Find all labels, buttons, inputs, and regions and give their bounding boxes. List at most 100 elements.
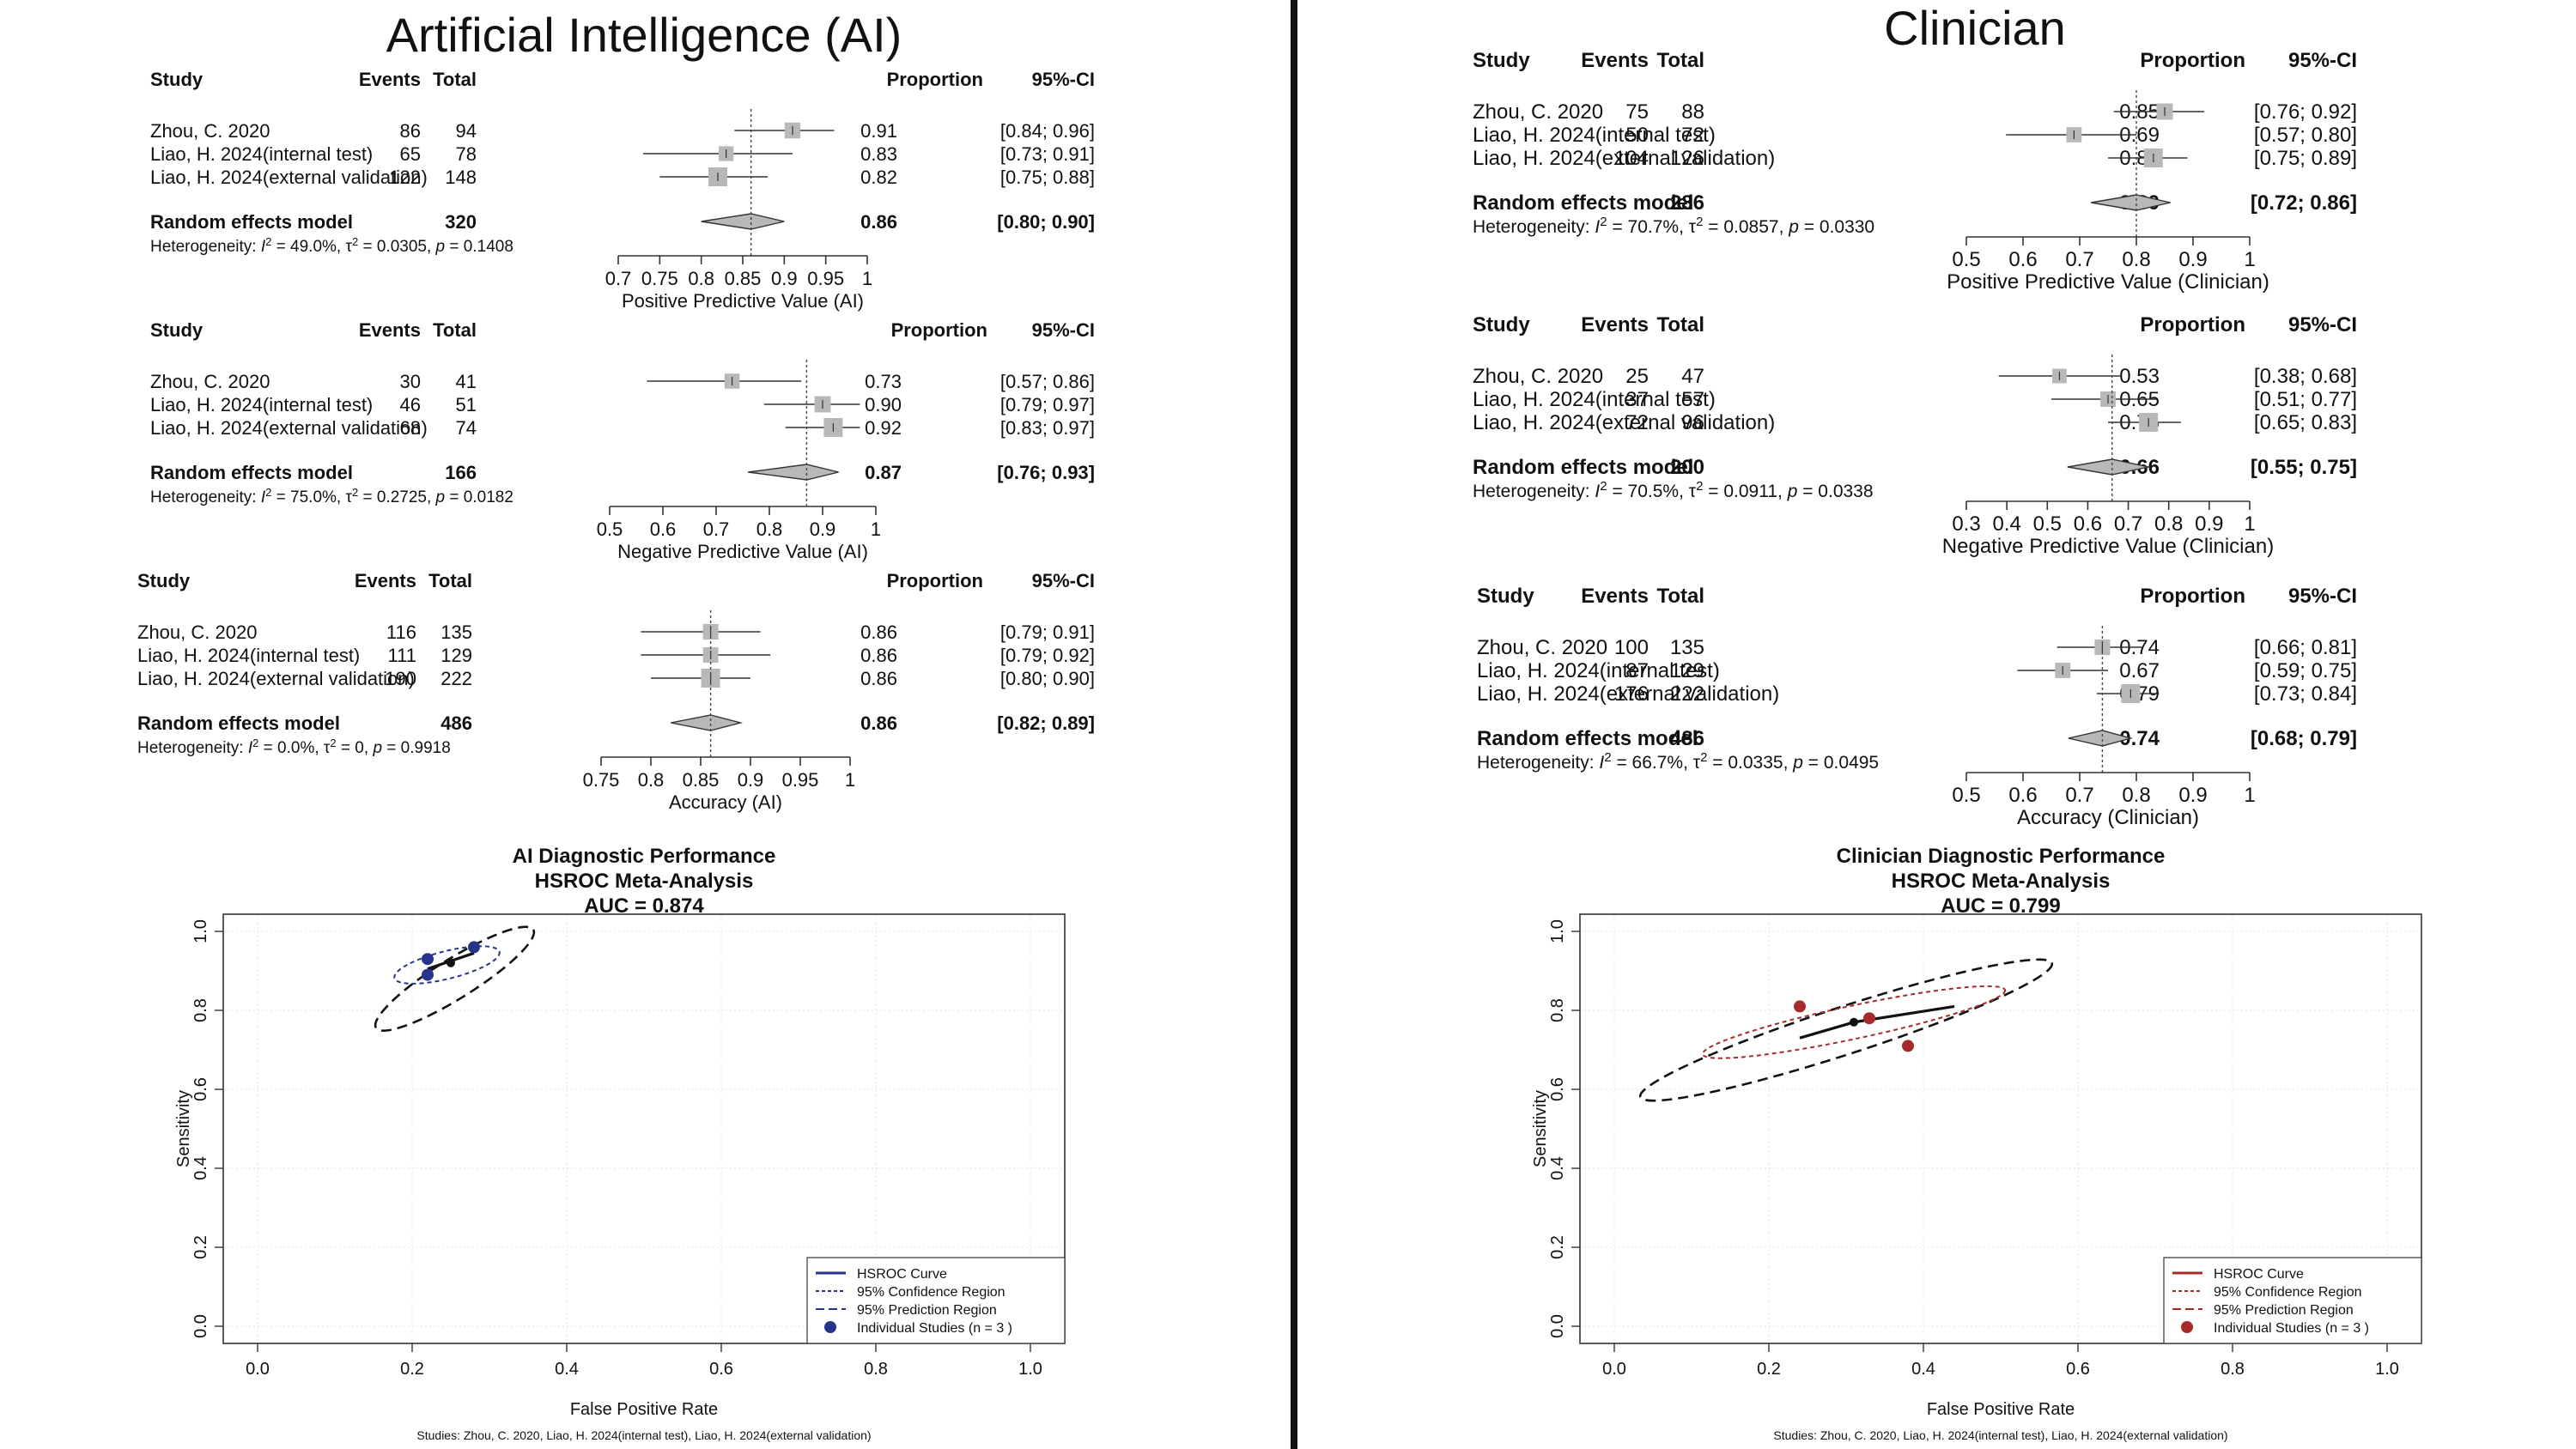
forest-header-ci: 95%-CI [2288, 313, 2357, 336]
forest-study-events: 176 [1614, 682, 1649, 706]
forest-study-events: 111 [388, 645, 416, 666]
forest-study-name: Zhou, C. 2020 [1473, 100, 1603, 124]
hsroc-legend-label: 95% Confidence Region [857, 1285, 1005, 1300]
forest-heterogeneity: Heterogeneity: I2 = 49.0%, τ2 = 0.0305, … [150, 235, 513, 257]
forest-study-name: Liao, H. 2024(external validation) [1473, 147, 1775, 170]
forest-pooled-total: 486 [440, 712, 472, 734]
forest-pooled-diamond [748, 464, 839, 481]
hsroc-y-tick-label: 0.6 [191, 1077, 210, 1101]
hsroc-study-point [1794, 1000, 1806, 1013]
hsroc-x-tick-label: 0.8 [864, 1360, 888, 1379]
forest-header-ci: 95%-CI [1032, 319, 1095, 341]
forest-header-total: Total [1656, 49, 1704, 72]
hsroc-y-tick-label: 0.8 [191, 998, 210, 1022]
forest-x-tick-label: 0.7 [2065, 784, 2093, 807]
forest-study-total: 94 [456, 120, 477, 142]
forest-header-proportion: Proportion [2140, 313, 2245, 336]
forest-header-ci: 95%-CI [2288, 585, 2357, 608]
forest-pooled-total: 486 [1670, 727, 1704, 750]
hsroc-confidence-region [1701, 985, 2007, 1059]
forest-pooled-label: Random effects model [150, 462, 353, 483]
forest-study-proportion: 0.92 [865, 417, 902, 439]
forest-header-study: Study [137, 570, 191, 591]
forest-x-tick-label: 0.8 [638, 769, 665, 791]
hsroc-footer: Studies: Zhou, C. 2020, Liao, H. 2024(in… [416, 1428, 871, 1442]
hsroc-study-point [468, 941, 480, 954]
forest-study-ci: [0.79; 0.97] [1000, 394, 1095, 415]
forest-x-tick-label: 1 [2244, 248, 2255, 271]
forest-x-tick-label: 0.6 [2008, 248, 2037, 271]
hsroc-summary-point [447, 958, 455, 967]
clinician-panel-title: Clinician [1884, 1, 2066, 55]
forest-study-proportion: 0.91 [860, 120, 897, 142]
hsroc-study-point [1902, 1040, 1914, 1052]
hsroc-y-tick-label: 0.0 [1548, 1314, 1567, 1338]
hsroc-title-line: AI Diagnostic Performance [513, 845, 776, 868]
forest-study-name: Liao, H. 2024(internal test) [1473, 124, 1716, 147]
forest-study-total: 78 [456, 143, 477, 165]
hsroc-x-tick-label: 1.0 [2375, 1360, 2399, 1379]
forest-study-proportion: 0.86 [860, 645, 897, 666]
hsroc-x-tick-label: 0.0 [1602, 1360, 1626, 1379]
forest-study-proportion: 0.73 [865, 371, 902, 392]
forest-study-events: 72 [1625, 411, 1649, 434]
forest-x-tick-label: 0.8 [688, 268, 714, 289]
forest-header-proportion: Proportion [887, 69, 983, 90]
forest-x-tick-label: 0.3 [1952, 512, 1980, 536]
forest-pooled-label: Random effects model [1473, 456, 1693, 479]
hsroc-x-axis-label: False Positive Rate [1927, 1400, 2075, 1419]
forest-pooled-total: 200 [1670, 456, 1704, 479]
forest-pooled-proportion: 0.86 [860, 211, 897, 233]
forest-x-tick-label: 0.95 [782, 769, 819, 791]
forest-header-proportion: Proportion [887, 570, 983, 591]
forest-study-name: Liao, H. 2024(external validation) [150, 417, 428, 439]
hsroc-legend-marker [2181, 1321, 2193, 1333]
hsroc-legend-label: 95% Prediction Region [857, 1303, 997, 1318]
forest-study-events: 190 [385, 668, 416, 689]
forest-study-proportion: 0.53 [2119, 365, 2160, 388]
forest-study-ci: [0.57; 0.80] [2254, 124, 2357, 147]
hsroc-x-tick-label: 0.6 [709, 1360, 733, 1379]
forest-study-proportion: 0.86 [860, 668, 897, 689]
forest-plot-clinician-accuracy: Study Events Total Proportion 95%-CI Zhou, C.… [1477, 585, 2357, 829]
hsroc-x-tick-label: 0.4 [1911, 1360, 1935, 1379]
forest-x-tick-label: 0.95 [807, 268, 844, 289]
forest-study-name: Zhou, C. 2020 [1473, 365, 1603, 388]
forest-header-total: Total [433, 319, 477, 341]
forest-x-tick-label: 0.7 [605, 268, 632, 289]
hsroc-y-axis-label: Sensitivity [174, 1090, 193, 1167]
forest-heterogeneity: Heterogeneity: I2 = 66.7%, τ2 = 0.0335, … [1477, 750, 1879, 773]
forest-header-events: Events [1581, 585, 1649, 608]
hsroc-legend-label: Individual Studies (n = 3 ) [857, 1321, 1012, 1336]
forest-study-total: 72 [1681, 124, 1704, 147]
forest-pooled-diamond [2091, 194, 2171, 211]
hsroc-y-tick-label: 1.0 [191, 919, 210, 943]
forest-x-tick-label: 0.7 [703, 518, 730, 540]
hsroc-y-axis-label: Sensitivity [1531, 1090, 1550, 1167]
hsroc-footer: Studies: Zhou, C. 2020, Liao, H. 2024(in… [1773, 1428, 2227, 1442]
forest-header-events: Events [359, 319, 421, 341]
forest-study-ci: [0.84; 0.96] [1000, 120, 1095, 142]
forest-pooled-ci: [0.80; 0.90] [997, 211, 1095, 233]
forest-study-ci: [0.73; 0.84] [2254, 682, 2357, 706]
panel-divider [1291, 0, 1297, 1449]
forest-study-ci: [0.59; 0.75] [2254, 659, 2357, 682]
forest-header-events: Events [1581, 313, 1649, 336]
forest-study-ci: [0.79; 0.92] [1000, 645, 1095, 666]
hsroc-title-line: HSROC Meta-Analysis [1892, 870, 2111, 893]
forest-heterogeneity: Heterogeneity: I2 = 70.5%, τ2 = 0.0911, … [1473, 479, 1874, 502]
forest-study-proportion: 0.90 [865, 394, 902, 415]
forest-study-events: 30 [400, 371, 421, 392]
forest-study-events: 50 [1625, 124, 1649, 147]
forest-x-axis-label: Negative Predictive Value (AI) [617, 541, 868, 562]
forest-header-events: Events [1581, 49, 1649, 72]
forest-pooled-total: 286 [1670, 191, 1704, 215]
forest-study-total: 129 [1670, 659, 1704, 682]
forest-x-tick-label: 0.7 [2114, 512, 2142, 536]
hsroc-summary-point [1850, 1017, 1858, 1027]
forest-header-ci: 95%-CI [2288, 49, 2357, 72]
forest-study-name: Zhou, C. 2020 [150, 371, 270, 392]
forest-study-name: Liao, H. 2024(external validation) [150, 167, 428, 188]
forest-study-proportion: 0.86 [860, 621, 897, 643]
